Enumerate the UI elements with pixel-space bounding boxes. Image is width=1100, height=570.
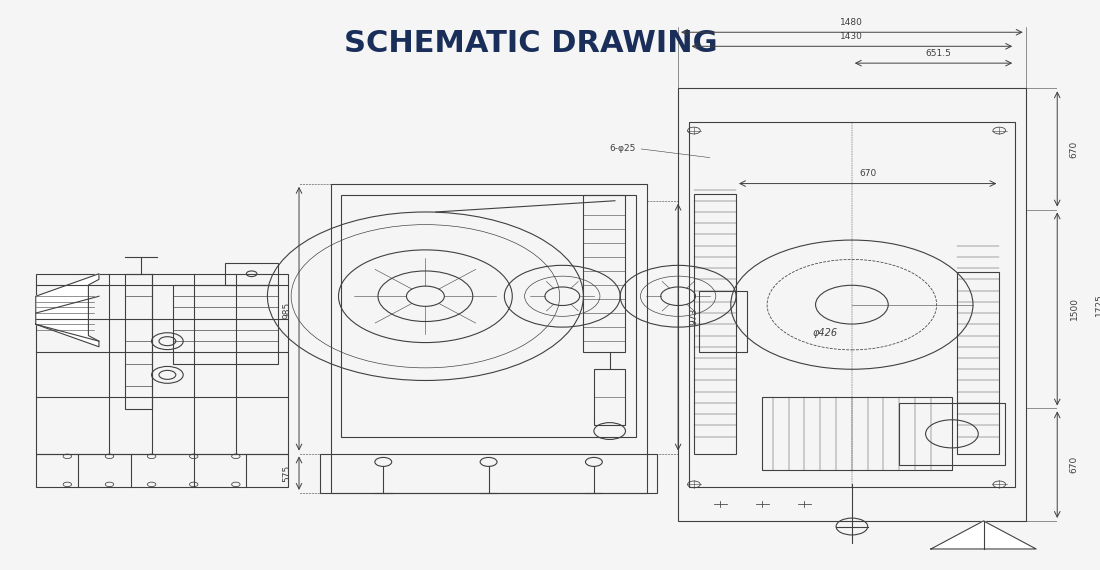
Bar	[762, 397, 952, 470]
Bar	[331, 184, 647, 493]
Bar	[900, 403, 1004, 465]
Bar	[678, 88, 1025, 521]
Text: 973: 973	[690, 307, 698, 324]
Bar	[36, 274, 288, 454]
Bar	[689, 122, 1015, 487]
Text: 1725: 1725	[1094, 293, 1100, 316]
Text: 670: 670	[1070, 140, 1079, 157]
Text: 670: 670	[1070, 456, 1079, 473]
Text: 575: 575	[282, 465, 290, 482]
Text: 1480: 1480	[840, 18, 864, 27]
Text: SCHEMATIC DRAWING: SCHEMATIC DRAWING	[344, 29, 717, 58]
Bar	[226, 263, 278, 285]
Polygon shape	[931, 521, 1036, 549]
Text: 1500: 1500	[1070, 298, 1079, 320]
Text: φ426: φ426	[813, 328, 838, 338]
Text: 6-φ25: 6-φ25	[609, 144, 636, 153]
Bar	[583, 195, 626, 352]
Text: 1430: 1430	[840, 32, 864, 40]
Bar	[320, 454, 657, 493]
Text: 651.5: 651.5	[926, 48, 952, 58]
Bar	[694, 194, 736, 454]
Text: 985: 985	[282, 302, 290, 319]
Polygon shape	[36, 274, 99, 347]
Bar	[125, 274, 152, 409]
Bar	[700, 291, 747, 352]
Bar	[957, 272, 999, 454]
Bar	[594, 369, 626, 425]
Bar	[36, 454, 288, 487]
Bar	[173, 285, 278, 364]
Bar	[341, 195, 636, 437]
Text: 670: 670	[859, 169, 877, 178]
